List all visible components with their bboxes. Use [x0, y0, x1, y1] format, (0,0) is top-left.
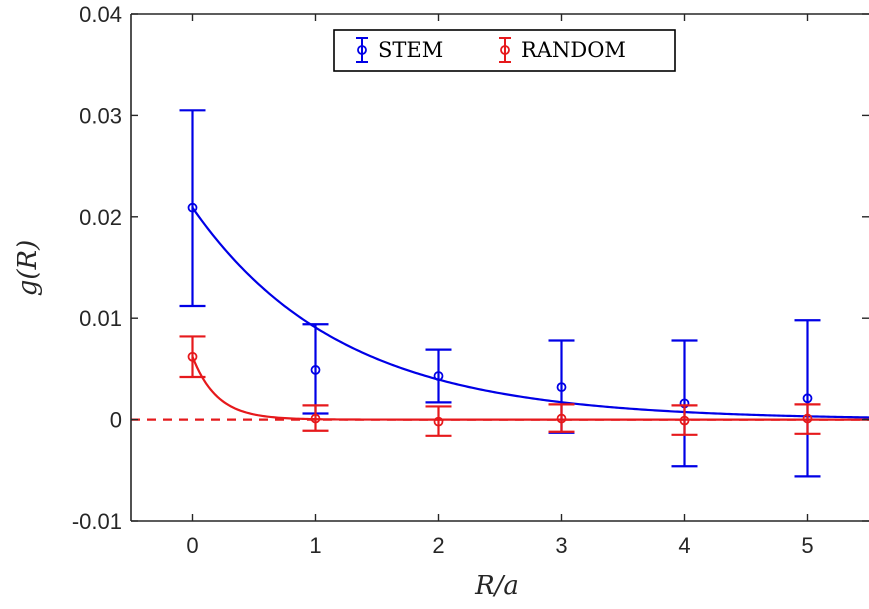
legend-label-random: RANDOM	[521, 38, 626, 62]
legend-label-stem: STEM	[378, 38, 443, 62]
x-tick-label: 5	[801, 533, 813, 558]
data-point-stem	[802, 393, 813, 404]
y-tick-label: -0.01	[72, 509, 122, 534]
data-point-random	[310, 413, 321, 424]
y-tick-label: 0.03	[79, 103, 122, 128]
x-axis-label: R/a	[474, 571, 519, 601]
x-tick-label: 1	[309, 533, 321, 558]
x-tick-label: 0	[186, 533, 198, 558]
x-tick-label: 3	[555, 533, 567, 558]
fit-curve-random	[191, 356, 869, 421]
y-tick-label: 0	[110, 408, 122, 433]
data-point-random	[679, 415, 690, 426]
y-tick-label: 0.02	[79, 205, 122, 230]
legend: STEM RANDOM	[333, 29, 676, 72]
data-point-random	[802, 413, 813, 424]
data-series	[179, 109, 821, 478]
fit-curve-stem	[191, 207, 869, 419]
data-point-stem	[310, 365, 321, 375]
legend-box	[333, 29, 676, 72]
data-point-stem	[556, 382, 567, 393]
y-axis-label: g(R)	[13, 240, 43, 297]
x-tick-label: 2	[432, 533, 444, 558]
data-point-random	[433, 416, 444, 427]
data-point-stem	[433, 371, 444, 381]
data-point-stem	[187, 202, 198, 213]
x-tick-label: 4	[678, 533, 690, 558]
axes: 0 1 2 3 4 5 -0.01 0 0.01 0.02 0.03 0.04	[72, 2, 869, 558]
fit-curves	[131, 207, 869, 421]
legend-marker-random	[500, 45, 510, 55]
y-tick-label: 0.01	[79, 306, 122, 331]
legend-marker-stem	[357, 45, 367, 55]
data-point-random	[187, 351, 198, 362]
data-point-random	[556, 413, 567, 424]
y-tick-label: 0.04	[79, 2, 122, 27]
